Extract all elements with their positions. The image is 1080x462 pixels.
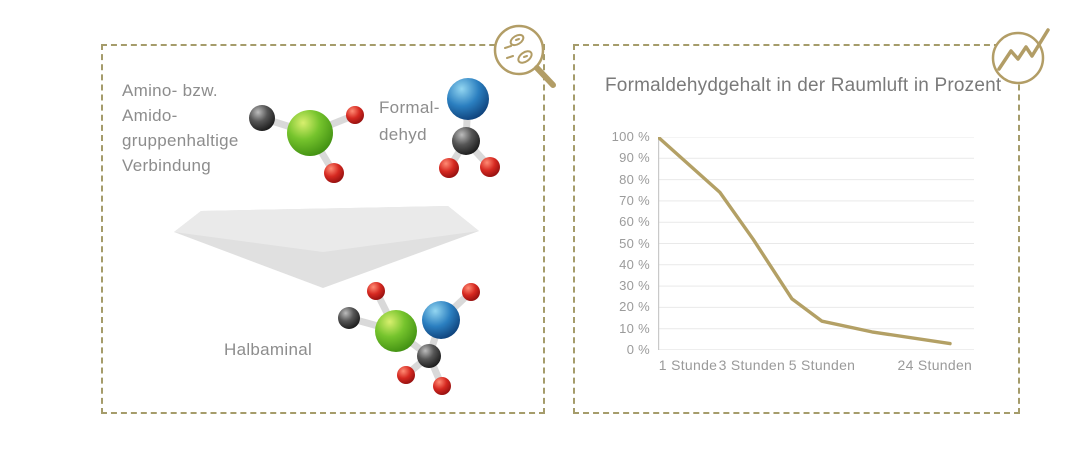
y-axis-tick-label: 100 % [611,129,650,144]
y-axis-tick-label: 90 % [619,150,650,166]
y-axis-tick-label: 60 % [619,214,650,230]
x-axis-label: 5 Stunden [788,357,856,373]
atom-ball-red [433,377,451,395]
atom-ball-dark [338,307,360,329]
y-axis-tick-label: 40 % [619,256,650,272]
atom-ball-red [324,163,344,183]
atom-ball-red [462,283,480,301]
magnifier-germs-icon [493,24,556,88]
chart-title: Formaldehydgehalt in der Raumluft in Pro… [605,75,1002,96]
reaction-diagram-panel: Amino- bzw. Amido- gruppenhaltige Verbin… [101,44,545,414]
atom-ball-dark [249,105,275,131]
y-axis-tick-label: 20 % [619,299,650,315]
atom-ball-red [346,106,364,124]
formaldehyd-label-line: dehyd [379,125,427,144]
product-label: Halbaminal [224,340,313,359]
x-axis-label: 24 Stunden [897,357,973,373]
magnifier-handle [534,65,556,88]
atom-ball-red [367,282,385,300]
reactant-label-line: Verbindung [122,156,212,175]
y-axis-tick-label: 30 % [619,278,650,294]
atom-ball-blue [447,78,489,120]
arrow-top-facet [174,206,479,252]
reactant-label-line: Amido- [122,106,178,125]
atom-ball-red [480,157,500,177]
y-axis-tick-label: 0 % [626,342,650,357]
atom-ball-green [375,310,417,352]
reactant-label-line: Amino- bzw. [122,81,218,100]
trend-zigzag-line [997,28,1050,71]
reactant-label: Amino- bzw. Amido- gruppenhaltige Verbin… [122,78,239,178]
x-axis-label: 1 Stunde [658,357,718,373]
chart-plot-area [658,137,974,350]
y-axis-tick-label: 10 % [619,320,650,336]
formaldehyd-label: Formal- dehyd [379,94,440,148]
reactant-label-line: gruppenhaltige [122,131,239,150]
atom-ball-blue [422,301,460,339]
y-axis-tick-label: 70 % [619,192,650,208]
data-line-formaldehyde [658,137,952,346]
reaction-down-arrow [174,206,479,288]
y-axis-tick-label: 80 % [619,171,650,187]
trend-chart-icon [991,28,1050,85]
formaldehyde-chart-panel: Formaldehydgehalt in der Raumluft in Pro… [573,44,1020,414]
atom-ball-dark [417,344,441,368]
halbaminal-molecule [338,282,480,395]
y-axis-tick-label: 50 % [619,235,650,251]
atom-ball-red [397,366,415,384]
germ-shapes [504,33,533,64]
atom-ball-dark [452,127,480,155]
atom-ball-red [439,158,459,178]
formaldehyd-label-line: Formal- [379,98,440,117]
atom-ball-green [287,110,333,156]
x-axis-label: 3 Stunden [718,357,786,373]
amino-compound-molecule [249,105,364,183]
formaldehyd-molecule [439,78,500,178]
